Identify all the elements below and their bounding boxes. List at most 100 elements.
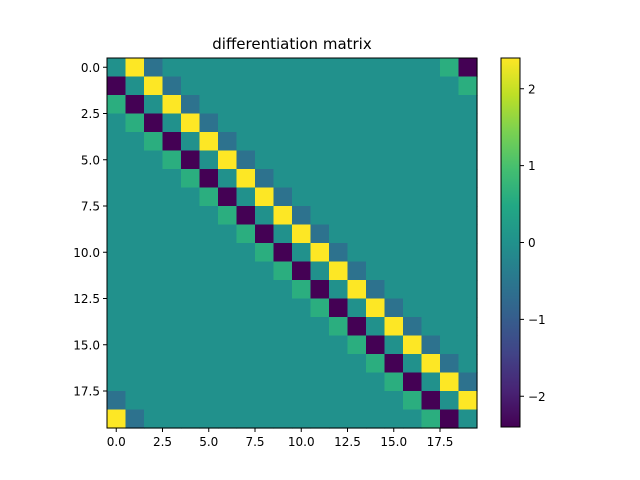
heatmap-cell xyxy=(329,280,349,300)
heatmap-cell xyxy=(144,169,164,189)
heatmap-cell xyxy=(107,187,127,207)
heatmap-cell xyxy=(181,113,201,133)
heatmap-cell xyxy=(218,372,238,392)
x-tick-label: 2.5 xyxy=(153,435,172,449)
heatmap-cell xyxy=(273,224,293,244)
x-tick-label: 17.5 xyxy=(427,435,454,449)
heatmap-cell xyxy=(384,335,404,355)
heatmap-cell xyxy=(384,298,404,318)
heatmap-cell xyxy=(421,354,441,374)
heatmap-cell xyxy=(144,409,164,429)
heatmap-cell xyxy=(458,187,478,207)
heatmap-cell xyxy=(236,95,256,115)
x-tick-label: 10.0 xyxy=(288,435,315,449)
heatmap-cell xyxy=(384,113,404,133)
heatmap-cell xyxy=(366,224,386,244)
heatmap-cell xyxy=(273,76,293,96)
heatmap-cell xyxy=(273,280,293,300)
colorbar-tick-label: −2 xyxy=(528,390,546,404)
heatmap-cell xyxy=(440,317,460,337)
heatmap-cell xyxy=(273,335,293,355)
heatmap-cell xyxy=(310,76,330,96)
heatmap-cell xyxy=(255,58,275,78)
heatmap-cell xyxy=(421,335,441,355)
heatmap-cell xyxy=(162,243,182,263)
heatmap-cell xyxy=(125,409,145,429)
heatmap-cell xyxy=(125,391,145,411)
heatmap-cell xyxy=(199,206,219,226)
heatmap-cell xyxy=(366,335,386,355)
heatmap-cell xyxy=(162,58,182,78)
y-tick-label: 0.0 xyxy=(81,61,100,75)
heatmap-cell xyxy=(218,58,238,78)
heatmap-cell xyxy=(181,280,201,300)
heatmap-cell xyxy=(421,298,441,318)
heatmap-cell xyxy=(403,261,423,281)
heatmap-cell xyxy=(162,280,182,300)
heatmap-cell xyxy=(347,335,367,355)
heatmap-cell xyxy=(181,187,201,207)
heatmap-cell xyxy=(218,391,238,411)
heatmap-cell xyxy=(255,95,275,115)
heatmap-cell xyxy=(181,224,201,244)
heatmap-cell xyxy=(329,391,349,411)
heatmap-cell xyxy=(181,132,201,152)
heatmap-cell xyxy=(458,113,478,133)
heatmap-cell xyxy=(125,113,145,133)
heatmap-cell xyxy=(107,58,127,78)
heatmap-cell xyxy=(125,372,145,392)
heatmap-cell xyxy=(440,95,460,115)
heatmap-cell xyxy=(458,206,478,226)
heatmap-cell xyxy=(421,317,441,337)
heatmap-cell xyxy=(236,150,256,170)
heatmap-cell xyxy=(458,76,478,96)
heatmap-cell xyxy=(255,132,275,152)
heatmap-cell xyxy=(366,317,386,337)
heatmap-cell xyxy=(181,95,201,115)
y-tick-label: 10.0 xyxy=(73,246,100,260)
heatmap-cell xyxy=(144,335,164,355)
heatmap-cell xyxy=(440,132,460,152)
heatmap-cell xyxy=(255,150,275,170)
heatmap-cell xyxy=(218,261,238,281)
y-tick-label: 7.5 xyxy=(81,200,100,214)
heatmap-cell xyxy=(329,243,349,263)
heatmap-cell xyxy=(310,354,330,374)
heatmap-cell xyxy=(329,372,349,392)
heatmap-cell xyxy=(236,132,256,152)
heatmap-cell xyxy=(403,187,423,207)
heatmap-cell xyxy=(181,243,201,263)
heatmap-cell xyxy=(347,354,367,374)
y-axis: 0.0 2.5 5.0 7.5 10.0 12.5 15.0 17.5 xyxy=(73,61,107,399)
heatmap-cell xyxy=(199,113,219,133)
heatmap-cell xyxy=(125,298,145,318)
heatmap-cell xyxy=(273,391,293,411)
heatmap-cell xyxy=(366,113,386,133)
heatmap-cell xyxy=(218,280,238,300)
heatmap-cell xyxy=(255,354,275,374)
x-tick-label: 7.5 xyxy=(245,435,264,449)
heatmap-cell xyxy=(366,58,386,78)
heatmap-cell xyxy=(181,335,201,355)
heatmap-cell xyxy=(440,372,460,392)
heatmap-cell xyxy=(421,224,441,244)
heatmap-cell xyxy=(199,409,219,429)
heatmap-cell xyxy=(199,187,219,207)
heatmap-cell xyxy=(292,187,312,207)
heatmap-cell xyxy=(292,132,312,152)
heatmap-cell xyxy=(255,76,275,96)
colorbar: −2 −1 0 1 2 xyxy=(500,57,546,428)
heatmap-cell xyxy=(403,372,423,392)
heatmap-cell xyxy=(144,280,164,300)
heatmap-cell xyxy=(403,150,423,170)
heatmap-cell xyxy=(329,409,349,429)
heatmap-cell xyxy=(384,243,404,263)
heatmap-cell xyxy=(366,169,386,189)
heatmap-cell xyxy=(310,169,330,189)
heatmap-cell xyxy=(458,169,478,189)
heatmap-cell xyxy=(384,187,404,207)
heatmap-cell xyxy=(403,298,423,318)
heatmap-cell xyxy=(421,206,441,226)
heatmap-cell xyxy=(384,95,404,115)
heatmap-cell xyxy=(125,243,145,263)
